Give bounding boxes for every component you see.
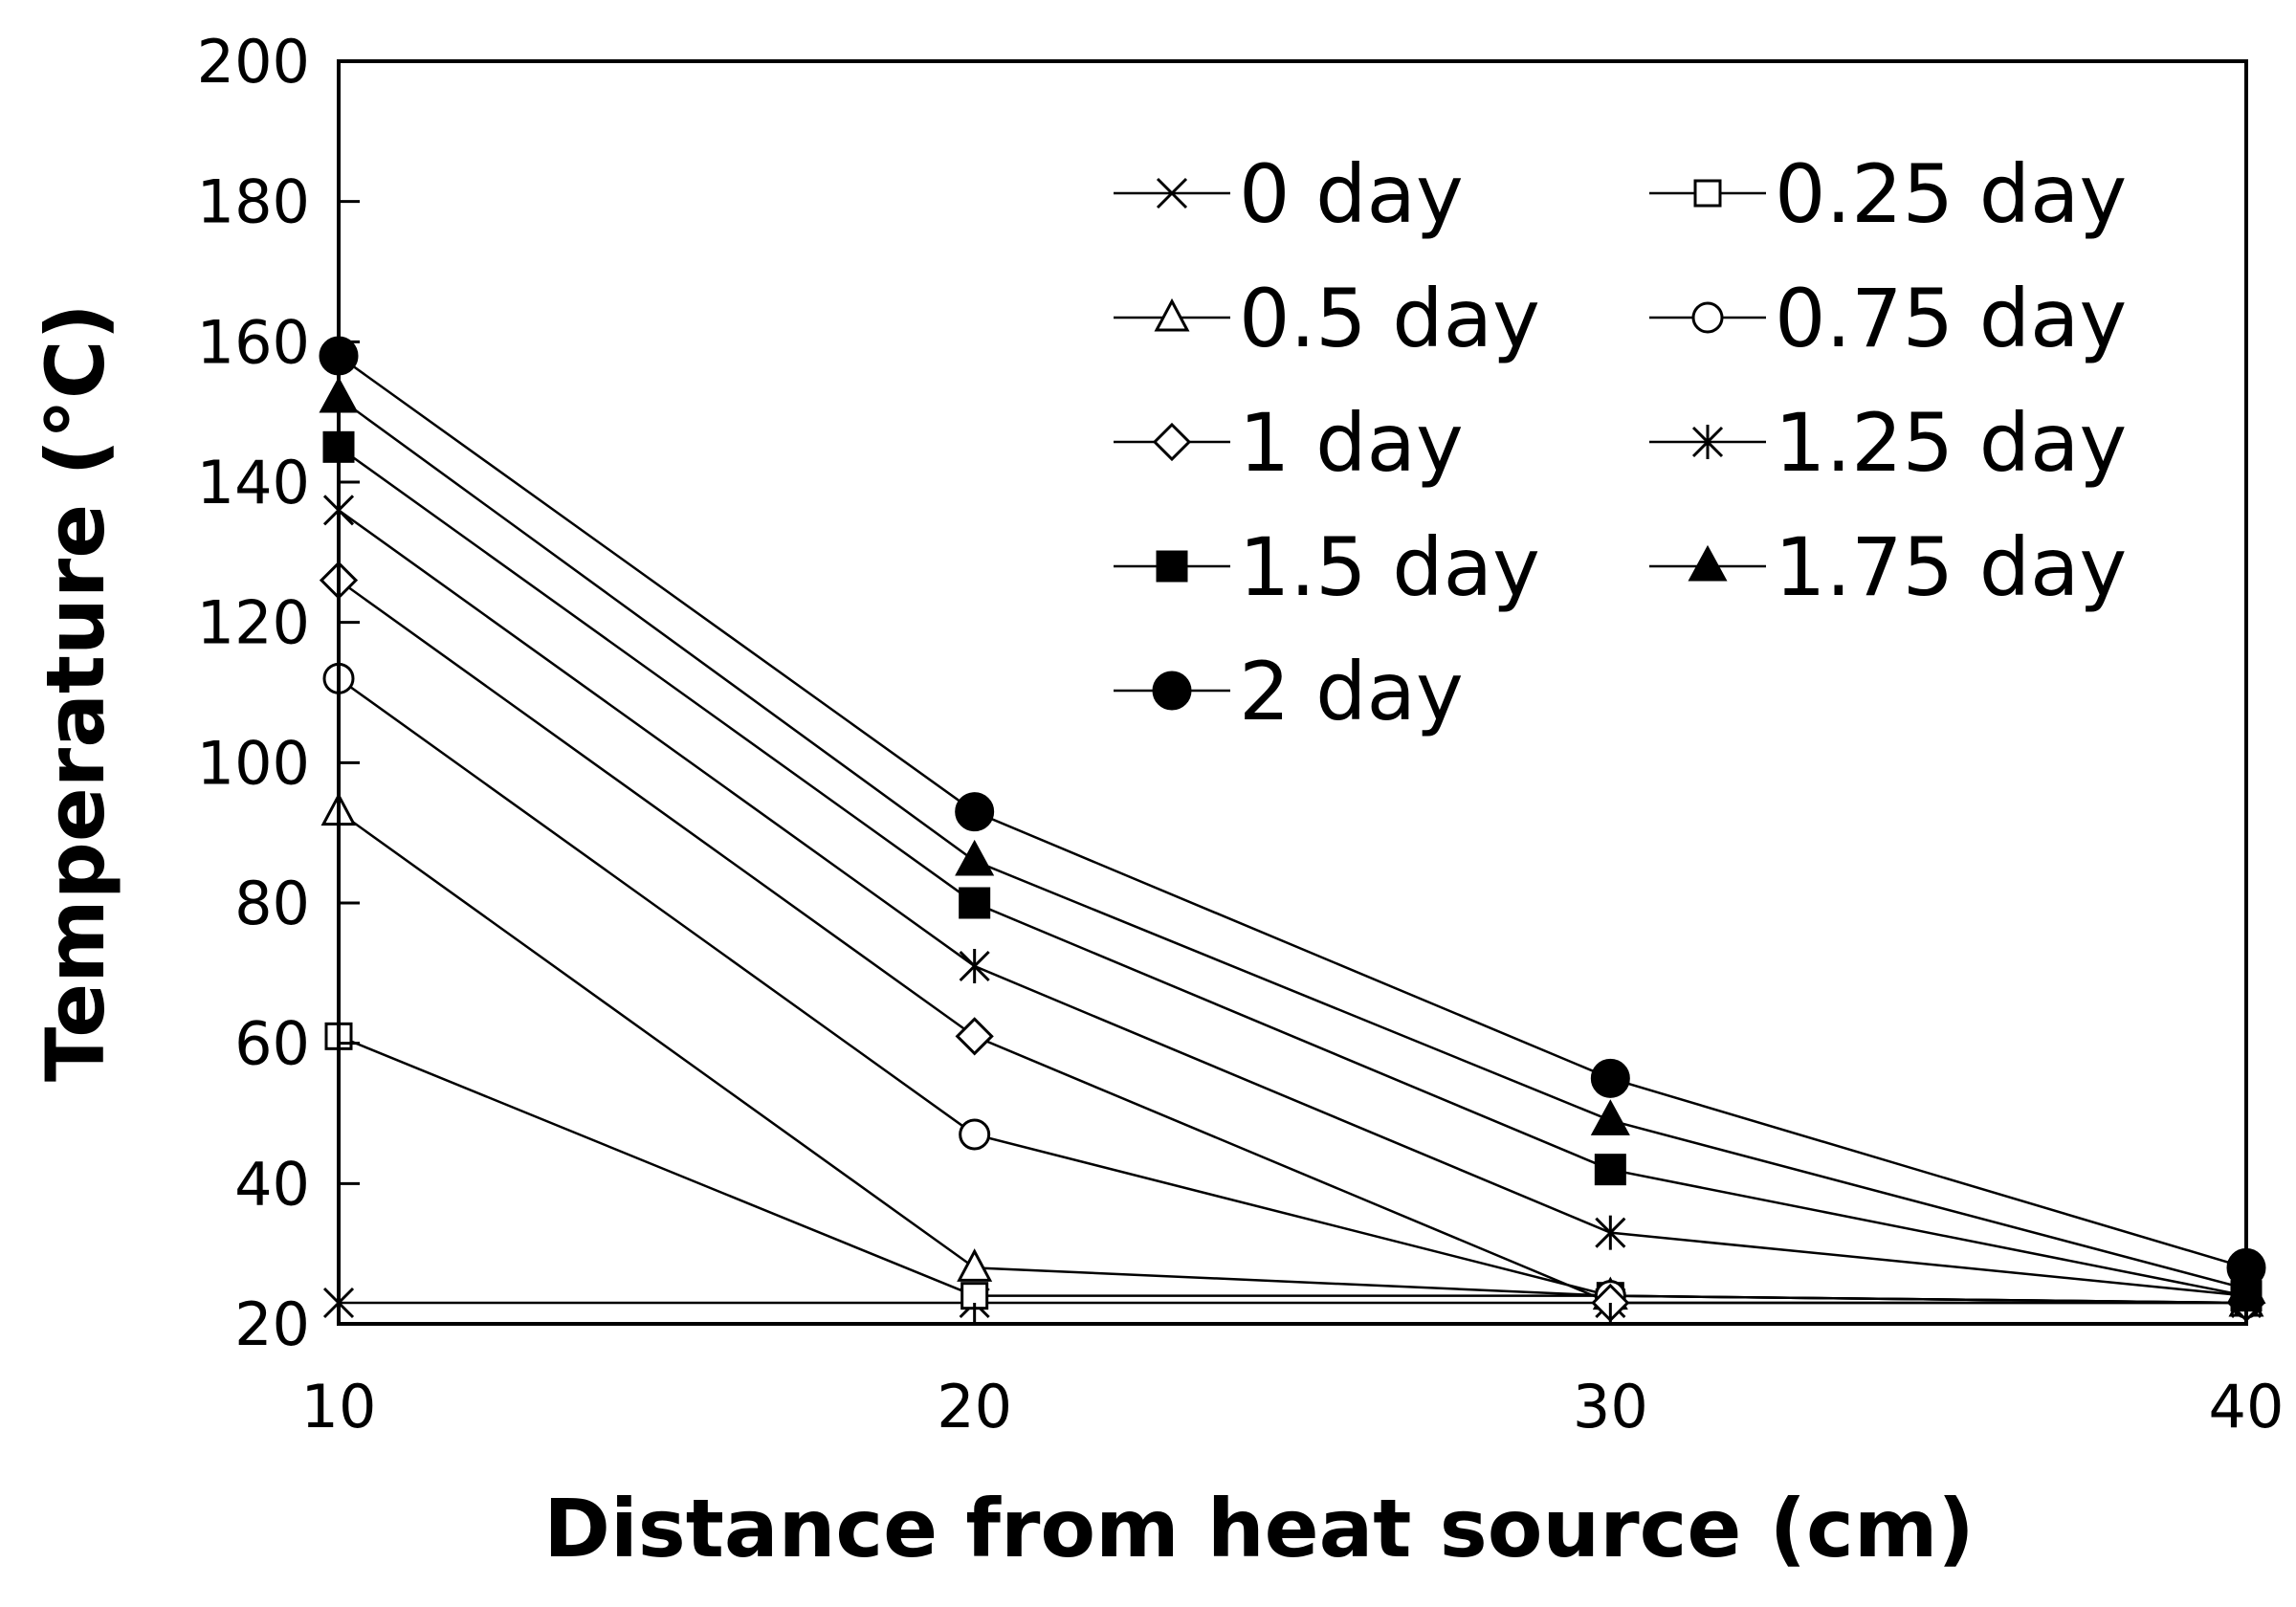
series-line [338, 446, 2247, 1297]
legend-label: 0 day [1239, 147, 1464, 241]
data-point [1595, 1215, 1626, 1250]
legend-marker [1156, 550, 1188, 583]
legend-item: 1.75 day [1649, 520, 2127, 614]
series-line [338, 354, 2247, 1269]
y-tick-label: 40 [234, 1149, 310, 1219]
series-line [338, 509, 2247, 1297]
y-tick-label: 20 [234, 1289, 310, 1359]
data-point [955, 1017, 994, 1056]
y-tick-label: 160 [197, 307, 310, 377]
y-tick-label: 140 [197, 448, 310, 517]
data-point [1594, 1154, 1626, 1186]
legend-label: 0.5 day [1239, 272, 1540, 365]
data-point [955, 839, 995, 876]
legend: 0 day 0.25 day 0.5 day 0.75 day 1 day 1.25 da… [1114, 147, 2127, 738]
y-tick-label: 60 [234, 1009, 310, 1079]
data-point [959, 1118, 991, 1151]
legend-marker [1691, 301, 1724, 334]
y-tick-label: 180 [197, 167, 310, 237]
legend-label: 0.75 day [1775, 272, 2127, 365]
x-tick-label: 40 [2209, 1372, 2285, 1442]
y-tick-label: 200 [197, 27, 310, 97]
series-8 [319, 336, 2266, 1288]
legend-label: 0.25 day [1775, 147, 2127, 241]
legend-marker [1152, 671, 1192, 711]
y-tick-label: 120 [197, 588, 310, 658]
legend-item: 1.5 day [1114, 520, 1540, 614]
legend-item: 0.25 day [1649, 147, 2127, 241]
legend-label: 1.75 day [1775, 520, 2127, 614]
legend-marker [1156, 177, 1188, 209]
legend-item: 0.75 day [1649, 272, 2127, 365]
legend-marker [1691, 425, 1724, 459]
legend-item: 1 day [1114, 396, 1464, 490]
legend-item: 1.25 day [1649, 396, 2127, 490]
legend-label: 2 day [1239, 645, 1464, 738]
series-line [338, 677, 2247, 1305]
x-tick-label: 30 [1573, 1372, 1648, 1442]
legend-marker [1688, 544, 1728, 582]
data-point [1590, 1099, 1630, 1135]
data-point [959, 949, 990, 983]
legend-label: 1.5 day [1239, 520, 1540, 614]
data-point [957, 1248, 993, 1282]
y-axis-title: Temperature (°C) [29, 303, 122, 1082]
data-point [955, 792, 995, 832]
legend-marker [1693, 179, 1722, 208]
x-axis-title: Distance from heat source (cm) [543, 1482, 1975, 1575]
legend-label: 1.25 day [1775, 396, 2127, 490]
legend-label: 1 day [1239, 396, 1464, 490]
data-point [1590, 1058, 1630, 1098]
x-tick-label: 20 [937, 1372, 1012, 1442]
plot-area [337, 59, 2248, 1326]
legend-item: 0 day [1114, 147, 1464, 241]
data-point [959, 887, 991, 919]
legend-marker [1152, 422, 1192, 462]
x-tick-label: 10 [301, 1372, 377, 1442]
y-tick-label: 80 [234, 869, 310, 938]
series-line [338, 396, 2247, 1290]
legend-item: 2 day [1114, 645, 1464, 738]
series-line [338, 579, 2246, 1305]
legend-item: 0.5 day [1114, 272, 1540, 365]
legend-marker [1154, 297, 1190, 332]
y-tick-label: 100 [197, 728, 310, 798]
